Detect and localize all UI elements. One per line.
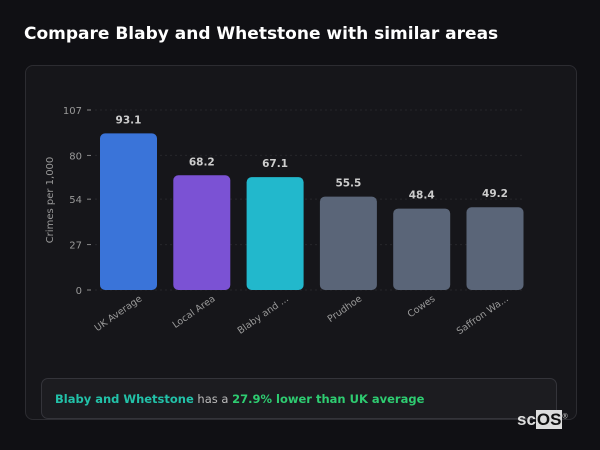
y-tick-label: 27 xyxy=(69,241,82,252)
bar xyxy=(246,177,304,290)
y-axis-label: Crimes per 1,000 xyxy=(45,157,56,244)
bar xyxy=(173,175,231,290)
x-tick-label: Cowes xyxy=(406,293,438,320)
logo: scOS® xyxy=(517,410,568,429)
summary-result: 27.9% lower than UK average xyxy=(232,392,425,406)
x-tick-label: Saffron Wa... xyxy=(455,293,511,337)
data-label: 48.4 xyxy=(409,190,435,202)
bar xyxy=(393,208,451,290)
summary-box: Blaby and Whetstone has a 27.9% lower th… xyxy=(41,378,557,419)
summary-text: has a xyxy=(193,392,233,406)
data-label: 67.1 xyxy=(262,158,288,170)
y-tick-label: 107 xyxy=(63,106,82,117)
data-label: 55.5 xyxy=(335,178,361,190)
x-tick-label: Prudhoe xyxy=(326,293,365,325)
data-label: 93.1 xyxy=(116,114,142,126)
data-label: 68.2 xyxy=(189,156,215,168)
y-tick-label: 80 xyxy=(69,151,82,162)
bar xyxy=(319,196,377,290)
x-tick-label: Local Area xyxy=(171,293,218,330)
x-tick-label: UK Average xyxy=(93,293,145,334)
page-title: Compare Blaby and Whetstone with similar… xyxy=(24,24,499,44)
y-tick-label: 0 xyxy=(76,286,82,297)
bar xyxy=(466,207,524,290)
y-tick-label: 54 xyxy=(69,195,82,206)
x-tick-label: Blaby and ... xyxy=(236,293,291,336)
data-label: 49.2 xyxy=(482,188,508,200)
summary-area: Blaby and Whetstone xyxy=(55,392,194,406)
bar xyxy=(100,133,157,290)
